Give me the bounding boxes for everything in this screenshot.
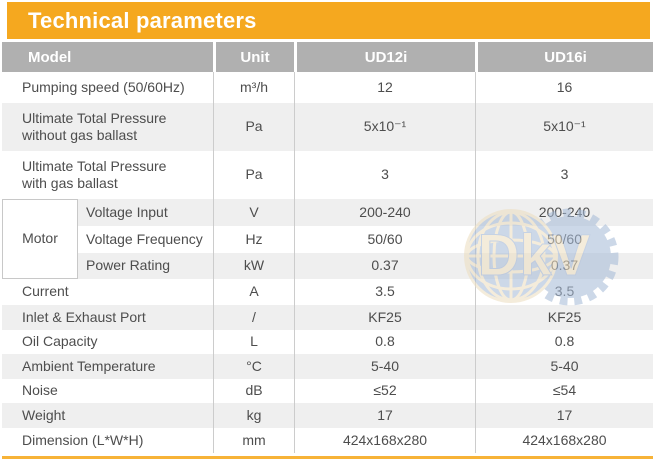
row-value-ud12i: 5-40 <box>294 354 475 379</box>
row-name: Ultimate Total Pressure with gas ballast <box>2 151 213 199</box>
row-unit: mm <box>213 428 294 453</box>
row-value-ud16i: 5x10⁻¹ <box>475 103 653 151</box>
technical-parameters-table: Model Unit UD12i UD16i Pumping speed (50… <box>2 42 653 453</box>
row-value-ud16i: 16 <box>475 72 653 103</box>
row-name: Inlet & Exhaust Port <box>2 305 213 330</box>
row-value-ud16i: 424x168x280 <box>475 428 653 453</box>
header-ud16i: UD16i <box>475 42 653 72</box>
row-name: Noise <box>2 379 213 403</box>
row-value-ud12i: 0.37 <box>294 253 475 279</box>
header-ud12i: UD12i <box>294 42 475 72</box>
row-name: Ultimate Total Pressure without gas ball… <box>2 103 213 151</box>
row-name: Dimension (L*W*H) <box>2 428 213 453</box>
row-unit: m³/h <box>213 72 294 103</box>
row-unit: kg <box>213 403 294 428</box>
table-row: Power Rating kW 0.37 0.37 <box>2 253 653 279</box>
row-unit: kW <box>213 253 294 279</box>
table-row: Weight kg 17 17 <box>2 403 653 428</box>
table-row: Voltage Frequency Hz 50/60 50/60 <box>2 226 653 253</box>
row-unit: / <box>213 305 294 330</box>
row-name: Ambient Temperature <box>2 354 213 379</box>
motor-group-cell: Motor <box>2 199 78 279</box>
row-value-ud16i: 3 <box>475 151 653 199</box>
row-value-ud16i: 3.5 <box>475 279 653 305</box>
row-unit: L <box>213 330 294 354</box>
row-value-ud12i: 200-240 <box>294 199 475 226</box>
row-unit: Pa <box>213 151 294 199</box>
table-row: Ultimate Total Pressure with gas ballast… <box>2 151 653 199</box>
row-value-ud12i: 5x10⁻¹ <box>294 103 475 151</box>
row-value-ud16i: 50/60 <box>475 226 653 253</box>
row-unit: Pa <box>213 103 294 151</box>
row-value-ud12i: 50/60 <box>294 226 475 253</box>
row-value-ud16i: 0.8 <box>475 330 653 354</box>
row-name: Weight <box>2 403 213 428</box>
row-unit: V <box>213 199 294 226</box>
row-name: Voltage Input <box>78 199 213 226</box>
row-value-ud16i: 200-240 <box>475 199 653 226</box>
table-row: Ultimate Total Pressure without gas ball… <box>2 103 653 151</box>
header-unit: Unit <box>213 42 294 72</box>
row-value-ud16i: 17 <box>475 403 653 428</box>
row-name: Current <box>2 279 213 305</box>
row-value-ud12i: 3.5 <box>294 279 475 305</box>
table-row: Motor Voltage Input V 200-240 200-240 <box>2 199 653 279</box>
table-row: Noise dB ≤52 ≤54 <box>2 379 653 403</box>
table-row: Oil Capacity L 0.8 0.8 <box>2 330 653 354</box>
row-value-ud16i: 5-40 <box>475 354 653 379</box>
row-value-ud12i: 3 <box>294 151 475 199</box>
row-value-ud16i: ≤54 <box>475 379 653 403</box>
bottom-orange-rule <box>2 456 653 459</box>
row-unit: dB <box>213 379 294 403</box>
row-value-ud12i: 0.8 <box>294 330 475 354</box>
row-value-ud12i: ≤52 <box>294 379 475 403</box>
table-row: Inlet & Exhaust Port / KF25 KF25 <box>2 305 653 330</box>
header-model: Model <box>2 42 213 72</box>
table-row: Dimension (L*W*H) mm 424x168x280 424x168… <box>2 428 653 453</box>
row-name: Power Rating <box>78 253 213 279</box>
row-value-ud12i: 17 <box>294 403 475 428</box>
row-name: Pumping speed (50/60Hz) <box>2 72 213 103</box>
table-row: Current A 3.5 3.5 <box>2 279 653 305</box>
title-band: Technical parameters <box>7 2 650 39</box>
row-value-ud16i: 0.37 <box>475 253 653 279</box>
row-unit: A <box>213 279 294 305</box>
page-title: Technical parameters <box>28 7 257 33</box>
table-row: Pumping speed (50/60Hz) m³/h 12 16 <box>2 72 653 103</box>
row-name: Voltage Frequency <box>78 226 213 253</box>
row-unit: Hz <box>213 226 294 253</box>
row-name: Oil Capacity <box>2 330 213 354</box>
row-unit: °C <box>213 354 294 379</box>
table-header-row: Model Unit UD12i UD16i <box>2 42 653 72</box>
row-value-ud12i: 12 <box>294 72 475 103</box>
row-value-ud12i: 424x168x280 <box>294 428 475 453</box>
table-row: Ambient Temperature °C 5-40 5-40 <box>2 354 653 379</box>
row-value-ud16i: KF25 <box>475 305 653 330</box>
row-value-ud12i: KF25 <box>294 305 475 330</box>
